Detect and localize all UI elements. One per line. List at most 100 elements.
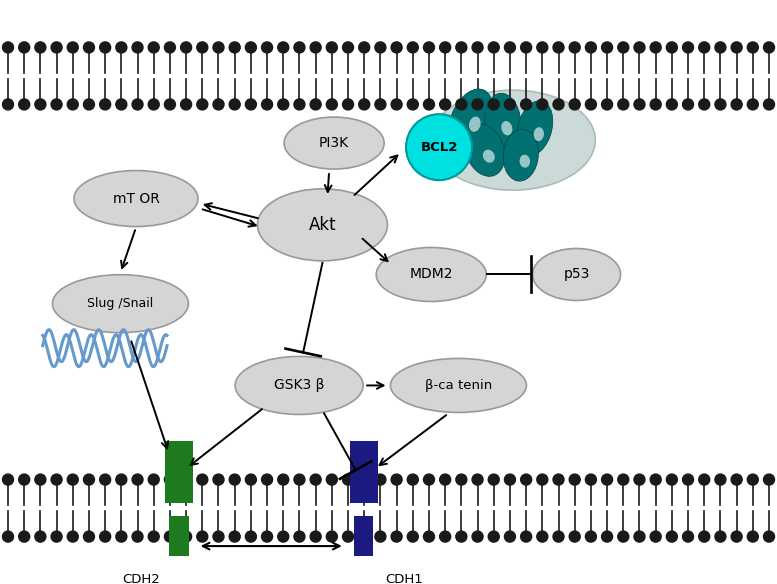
- Circle shape: [537, 474, 548, 485]
- Circle shape: [715, 531, 726, 542]
- Circle shape: [262, 42, 273, 53]
- Circle shape: [423, 474, 434, 485]
- Circle shape: [213, 474, 224, 485]
- Circle shape: [634, 42, 645, 53]
- Circle shape: [51, 99, 62, 110]
- Circle shape: [326, 42, 337, 53]
- Ellipse shape: [501, 121, 512, 135]
- Circle shape: [747, 42, 758, 53]
- Circle shape: [229, 99, 240, 110]
- Circle shape: [504, 474, 515, 485]
- Circle shape: [764, 42, 775, 53]
- Circle shape: [229, 474, 240, 485]
- Circle shape: [585, 474, 597, 485]
- Circle shape: [19, 42, 30, 53]
- Circle shape: [747, 99, 758, 110]
- Circle shape: [682, 99, 694, 110]
- Circle shape: [375, 474, 386, 485]
- Circle shape: [277, 99, 289, 110]
- Circle shape: [116, 42, 127, 53]
- Circle shape: [682, 531, 694, 542]
- Circle shape: [246, 531, 256, 542]
- Circle shape: [51, 531, 62, 542]
- Circle shape: [99, 42, 110, 53]
- Circle shape: [699, 531, 709, 542]
- Circle shape: [601, 99, 612, 110]
- Circle shape: [764, 99, 775, 110]
- Circle shape: [2, 531, 13, 542]
- Ellipse shape: [284, 117, 384, 169]
- Circle shape: [570, 531, 580, 542]
- Circle shape: [423, 531, 434, 542]
- Circle shape: [99, 531, 110, 542]
- Circle shape: [488, 99, 500, 110]
- Text: mT OR: mT OR: [113, 192, 159, 206]
- Circle shape: [585, 42, 597, 53]
- Circle shape: [180, 531, 192, 542]
- Ellipse shape: [483, 150, 495, 163]
- Circle shape: [618, 42, 629, 53]
- Text: p53: p53: [563, 267, 590, 281]
- Circle shape: [667, 474, 678, 485]
- Circle shape: [262, 474, 273, 485]
- Circle shape: [148, 99, 159, 110]
- Circle shape: [553, 531, 564, 542]
- Circle shape: [650, 531, 661, 542]
- Circle shape: [650, 99, 661, 110]
- Circle shape: [197, 99, 207, 110]
- Circle shape: [667, 42, 678, 53]
- Circle shape: [68, 99, 78, 110]
- Circle shape: [148, 474, 159, 485]
- Text: PI3K: PI3K: [319, 136, 349, 150]
- Circle shape: [213, 99, 224, 110]
- Circle shape: [294, 474, 305, 485]
- Circle shape: [521, 42, 531, 53]
- Circle shape: [19, 99, 30, 110]
- Circle shape: [132, 99, 143, 110]
- Circle shape: [19, 531, 30, 542]
- Circle shape: [440, 531, 451, 542]
- Ellipse shape: [520, 155, 530, 168]
- Circle shape: [570, 99, 580, 110]
- Circle shape: [35, 42, 46, 53]
- Text: CDH2: CDH2: [122, 573, 159, 584]
- Circle shape: [277, 531, 289, 542]
- Circle shape: [391, 474, 402, 485]
- Circle shape: [715, 474, 726, 485]
- Circle shape: [391, 42, 402, 53]
- Circle shape: [294, 531, 305, 542]
- Circle shape: [310, 474, 321, 485]
- Circle shape: [764, 531, 775, 542]
- Circle shape: [472, 474, 483, 485]
- Circle shape: [699, 99, 709, 110]
- Circle shape: [570, 42, 580, 53]
- Circle shape: [634, 474, 645, 485]
- Circle shape: [68, 474, 78, 485]
- Circle shape: [2, 99, 13, 110]
- Circle shape: [521, 531, 531, 542]
- Circle shape: [731, 99, 742, 110]
- Text: Akt: Akt: [308, 216, 336, 234]
- Circle shape: [277, 474, 289, 485]
- Circle shape: [747, 474, 758, 485]
- Circle shape: [165, 99, 176, 110]
- Circle shape: [747, 531, 758, 542]
- Circle shape: [132, 474, 143, 485]
- Circle shape: [213, 42, 224, 53]
- Circle shape: [326, 474, 337, 485]
- Circle shape: [294, 99, 305, 110]
- Circle shape: [165, 474, 176, 485]
- Circle shape: [407, 99, 418, 110]
- FancyBboxPatch shape: [350, 441, 378, 503]
- Ellipse shape: [376, 248, 486, 301]
- Ellipse shape: [430, 90, 595, 190]
- Circle shape: [715, 42, 726, 53]
- FancyBboxPatch shape: [169, 516, 189, 556]
- Circle shape: [310, 531, 321, 542]
- Circle shape: [423, 99, 434, 110]
- Circle shape: [553, 99, 564, 110]
- Circle shape: [440, 42, 451, 53]
- Circle shape: [343, 99, 354, 110]
- Circle shape: [601, 474, 612, 485]
- Circle shape: [731, 474, 742, 485]
